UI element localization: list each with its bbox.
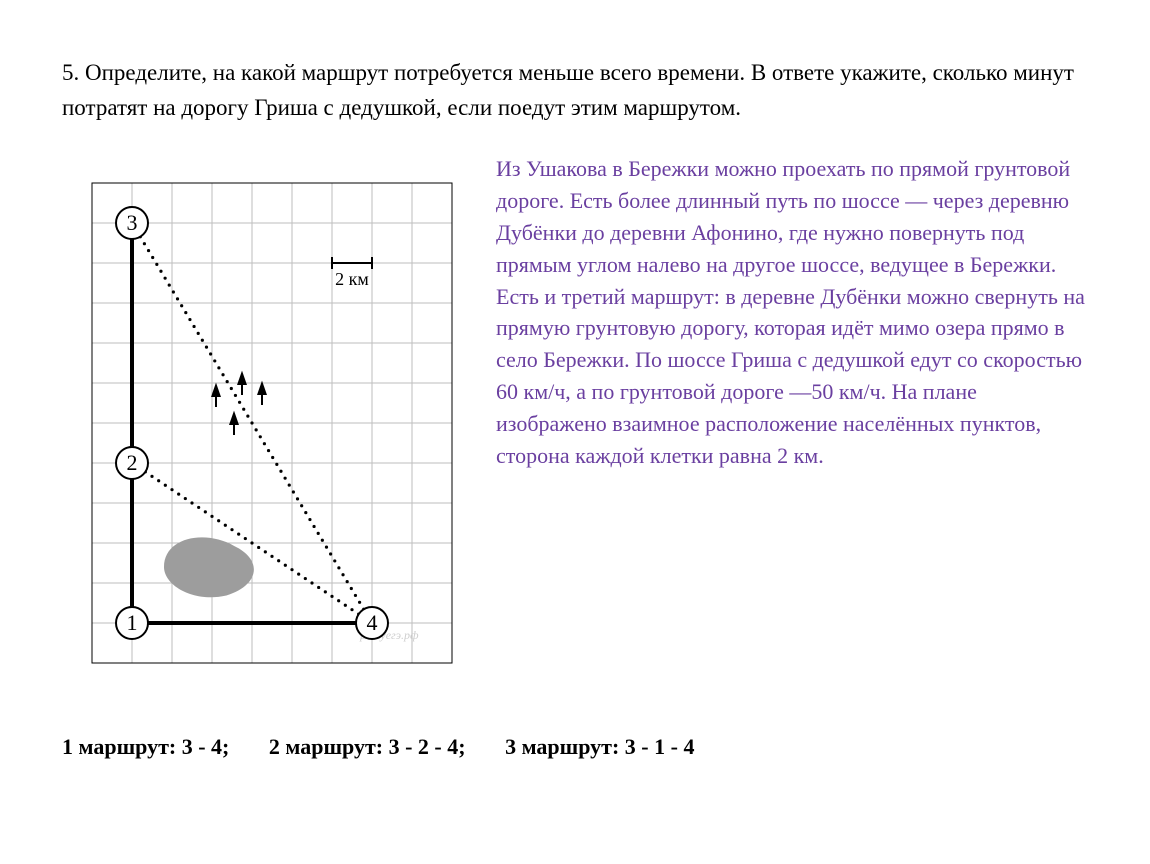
problem-description: Из Ушакова в Бережки можно проехать по п… (496, 153, 1088, 472)
map-diagram: 2 кмрешуегэ.рф3214 (62, 153, 472, 698)
svg-text:4: 4 (367, 610, 378, 635)
route-3: 3 маршрут: 3 - 1 - 4 (505, 734, 694, 759)
route-1: 1 маршрут: 3 - 4; (62, 734, 229, 759)
svg-text:2 км: 2 км (335, 269, 369, 289)
question-body: Определите, на какой маршрут потребуется… (62, 60, 1074, 120)
svg-text:3: 3 (127, 210, 138, 235)
svg-text:2: 2 (127, 450, 138, 475)
svg-text:1: 1 (127, 610, 138, 635)
routes-line: 1 маршрут: 3 - 4; 2 маршрут: 3 - 2 - 4; … (62, 734, 1088, 760)
question-number: 5. (62, 60, 79, 85)
route-2: 2 маршрут: 3 - 2 - 4; (269, 734, 466, 759)
question-text: 5. Определите, на какой маршрут потребуе… (62, 56, 1088, 125)
